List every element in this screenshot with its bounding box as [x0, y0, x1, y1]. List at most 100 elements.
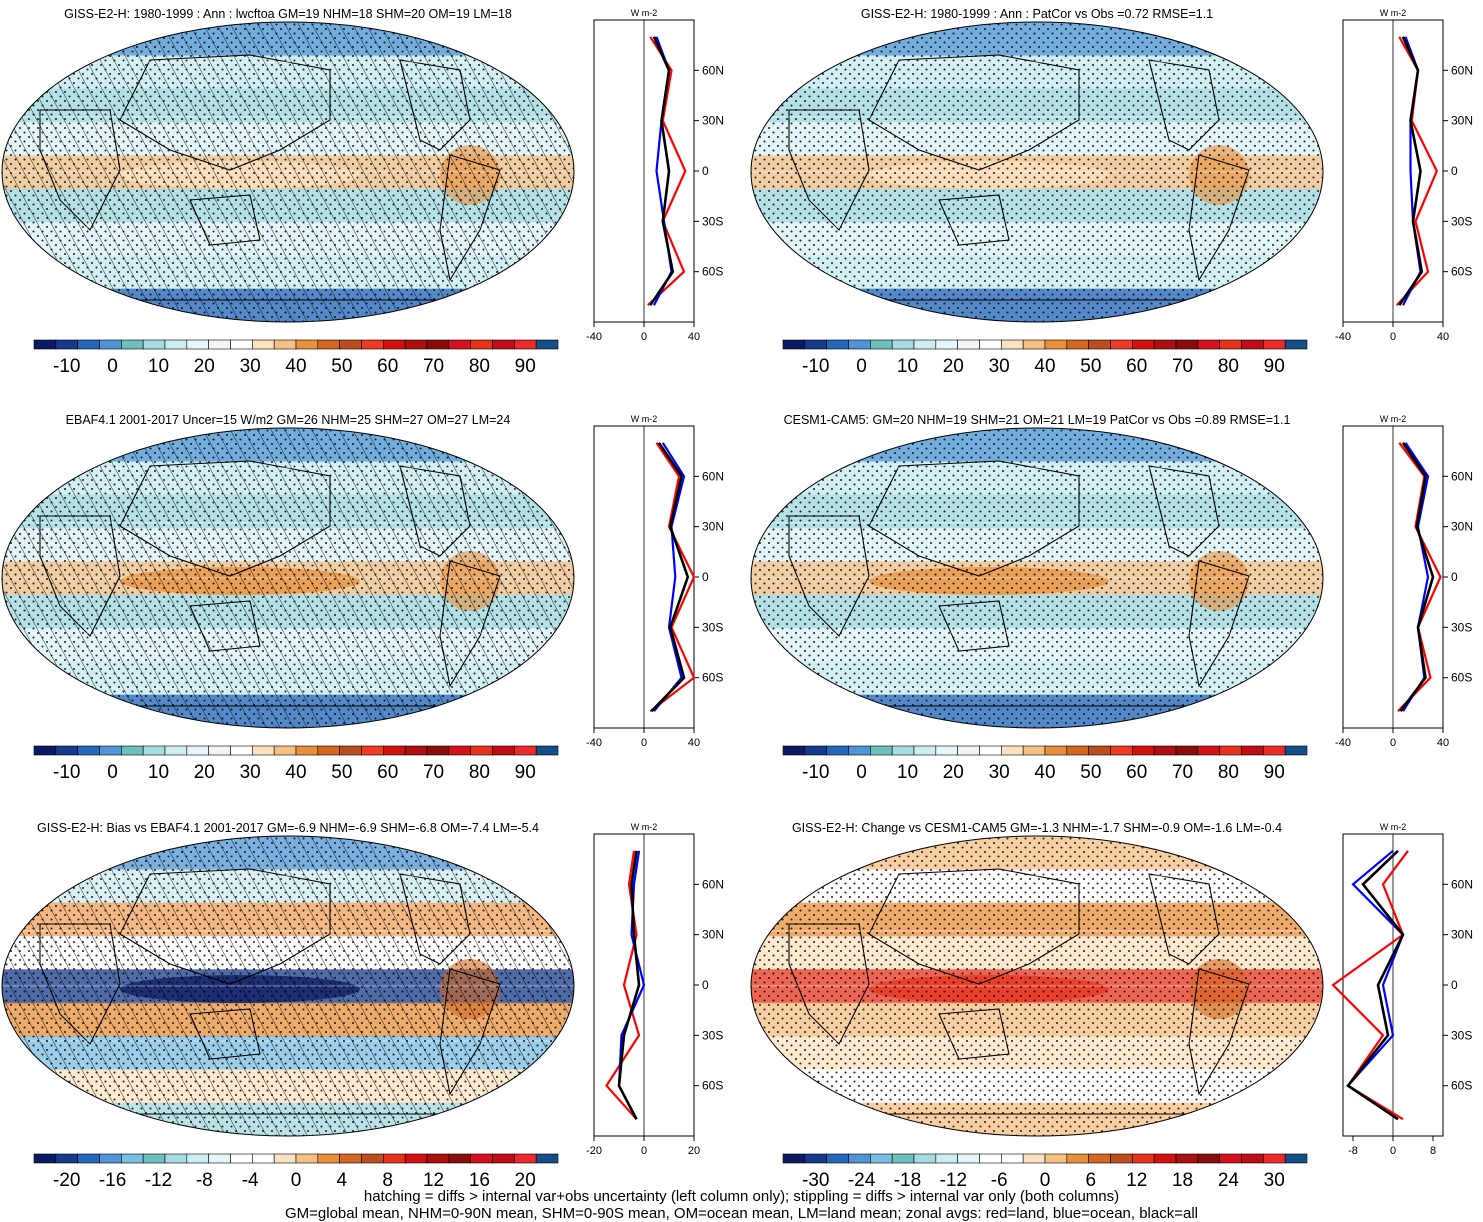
- colorbar-label: -10: [53, 356, 80, 377]
- x-tick-label: -20: [586, 1145, 602, 1157]
- lat-tick-label: 30N: [1451, 114, 1473, 128]
- colorbar-swatch: [826, 745, 849, 756]
- colorbar-swatch: [957, 1153, 980, 1164]
- colorbar-swatch: [979, 745, 1002, 756]
- colorbar-swatch: [77, 1153, 100, 1164]
- colorbar-swatch: [317, 339, 340, 350]
- colorbar-swatch: [1175, 339, 1199, 350]
- colorbar-label: 0: [856, 356, 867, 377]
- colorbar-swatch: [273, 339, 297, 350]
- map-border: [1, 21, 575, 323]
- colorbar-swatch: [55, 339, 78, 350]
- x-tick-label: 8: [1430, 1145, 1436, 1157]
- colorbar-swatch: [1263, 1153, 1286, 1164]
- profile-unit: W m-2: [631, 822, 658, 832]
- panel-title: GISS-E2-H: 1980-1999 : Ann : lwcftoa GM=…: [64, 7, 512, 21]
- map-field: [751, 428, 1323, 728]
- colorbar-swatch: [383, 745, 406, 756]
- colorbar-label: 30: [240, 356, 261, 377]
- colorbar-label: 20: [194, 762, 215, 783]
- lat-tick-label: 0: [1451, 570, 1458, 584]
- colorbar-swatch: [848, 745, 871, 756]
- colorbar-label: 60: [1126, 762, 1147, 783]
- colorbar-swatch: [470, 1153, 493, 1164]
- colorbar-swatch: [252, 745, 275, 756]
- colorbar-swatch: [339, 745, 362, 756]
- colorbar-swatch: [1110, 339, 1133, 350]
- profile-line-all: [1399, 442, 1435, 712]
- colorbar-swatch: [1088, 1153, 1111, 1164]
- colorbar-swatch: [514, 339, 537, 350]
- colorbar-swatch: [913, 1153, 937, 1164]
- colorbar-swatch: [361, 1153, 384, 1164]
- colorbar-swatch: [55, 745, 78, 756]
- profile-line-all: [1346, 849, 1405, 1121]
- map-field: [2, 428, 574, 728]
- colorbar-swatch: [361, 745, 384, 756]
- colorbar-label: 90: [1264, 356, 1285, 377]
- lat-tick-label: 60N: [1451, 877, 1473, 891]
- colorbar-swatch: [1110, 1153, 1133, 1164]
- colorbar-swatch: [535, 1153, 559, 1164]
- colorbar-label: 80: [469, 762, 490, 783]
- stippling: [751, 428, 1323, 728]
- colorbar-swatch: [535, 745, 559, 756]
- colorbar-swatch: [448, 745, 471, 756]
- colorbar-swatch: [339, 339, 362, 350]
- zonal-profile: W m-2 60N 30N 0 30S 60S -20 0 20: [586, 822, 724, 1157]
- colorbar-swatch: [935, 745, 958, 756]
- colorbar-label: 20: [943, 762, 964, 783]
- colorbar-label: 80: [1218, 356, 1239, 377]
- colorbar-swatch: [826, 339, 849, 350]
- colorbar-swatch: [186, 1153, 209, 1164]
- colorbar-swatch: [957, 745, 980, 756]
- colorbar-swatch: [1284, 339, 1308, 350]
- colorbar-swatch: [273, 745, 297, 756]
- colorbar-swatch: [295, 1153, 319, 1164]
- x-tick-label: 0: [641, 737, 647, 749]
- lat-tick-label: 30S: [702, 214, 723, 228]
- x-tick-label: 40: [688, 331, 700, 343]
- hatching: [2, 428, 574, 728]
- panel-3: EBAF4.1 2001-2017 Uncer=15 W/m2 GM=26 NH…: [1, 413, 724, 783]
- colorbar-label: 18: [1172, 1170, 1193, 1191]
- colorbar-swatch: [383, 339, 406, 350]
- lat-tick-label: 60N: [702, 877, 724, 891]
- colorbar-swatch: [514, 1153, 537, 1164]
- x-tick-label: -40: [586, 737, 602, 749]
- lat-tick-label: 30S: [1451, 1028, 1472, 1042]
- lat-tick-label: 60S: [702, 265, 723, 279]
- colorbar-label: 90: [515, 762, 536, 783]
- colorbar-swatch: [1197, 745, 1220, 756]
- profile-unit: W m-2: [631, 414, 658, 424]
- colorbar-swatch: [492, 1153, 515, 1164]
- profile-line-land: [649, 442, 696, 713]
- panel-6: GISS-E2-H: Change vs CESM1-CAM5 GM=-1.3 …: [750, 821, 1473, 1191]
- colorbar-swatch: [1044, 745, 1068, 756]
- colorbar-swatch: [470, 339, 493, 350]
- colorbar-swatch: [1001, 339, 1024, 350]
- x-tick-label: 40: [688, 737, 700, 749]
- colorbar-swatch: [121, 339, 144, 350]
- x-tick-label: 0: [641, 331, 647, 343]
- colorbar-swatch: [448, 1153, 471, 1164]
- colorbar-label: 16: [469, 1170, 490, 1191]
- colorbar-label: 40: [1034, 356, 1055, 377]
- map-field: [2, 836, 574, 1136]
- map-border: [1, 835, 575, 1137]
- lat-tick-label: 30S: [1451, 620, 1472, 634]
- colorbar-label: 30: [989, 356, 1010, 377]
- colorbar-swatch: [804, 745, 827, 756]
- panels-layer: GISS-E2-H: 1980-1999 : Ann : lwcftoa GM=…: [1, 7, 1473, 1191]
- zonal-profile: W m-2 60N 30N 0 30S 60S -40 0 40: [1335, 414, 1473, 749]
- colorbar-swatch: [230, 339, 253, 350]
- colorbar-swatch: [1284, 1153, 1308, 1164]
- map-border: [1, 427, 575, 729]
- colorbar-swatch: [1022, 745, 1046, 756]
- colorbar-label: -6: [991, 1170, 1008, 1191]
- colorbar-swatch: [514, 745, 537, 756]
- lat-tick-label: 30S: [702, 620, 723, 634]
- colorbar-label: 0: [291, 1170, 302, 1191]
- colorbar-swatch: [804, 339, 827, 350]
